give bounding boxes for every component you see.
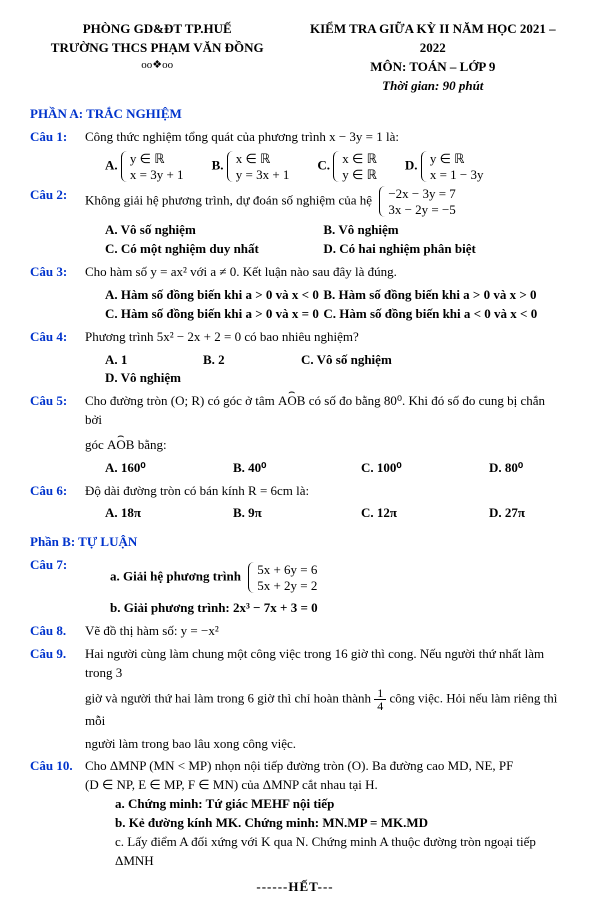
question-7: Câu 7: a. Giải hệ phương trình 5x + 6y =… [30,556,560,618]
q9-label: Câu 9. [30,645,85,664]
section-a-title: PHẦN A: TRẮC NGHIỆM [30,105,560,124]
q1-label: Câu 1: [30,128,85,147]
q4-text: Phương trình 5x² − 2x + 2 = 0 có bao nhi… [85,329,359,344]
q3-text: Cho hàm số y = ax² với a ≠ 0. Kết luận n… [85,264,397,279]
q7-b: b. Giải phương trình: 2x³ − 7x + 3 = 0 [85,599,560,618]
q3-label: Câu 3: [30,263,85,282]
q5-text-a: Cho đường tròn (O; R) có góc ở tâm [85,393,278,408]
q1-text: Công thức nghiệm tổng quát của phương tr… [85,129,399,144]
q4-choice-c: C. Vô số nghiệm [301,351,451,370]
ornament: oo❖oo [30,58,284,74]
arc-aob-2: AOB [107,436,134,455]
q10-c: c. Lấy điểm A đối xứng với K qua N. Chứn… [30,833,560,871]
header-right: KIỂM TRA GIỮA KỲ II NĂM HỌC 2021 – 2022 … [306,20,560,95]
q5-choice-d: D. 80⁰ [489,459,523,478]
q6-label: Câu 6: [30,482,85,501]
q7-label: Câu 7: [30,556,85,575]
org-line: PHÒNG GD&ĐT TP.HUẾ [30,20,284,39]
q4-choice-a: A. 1 [105,351,175,370]
q9-l2a: giờ và người thứ hai làm trong 6 giờ thì… [85,690,374,705]
q2-text: Không giải hệ phương trình, dự đoán số n… [85,193,372,208]
q2-choice-d: D. Có hai nghiệm phân biệt [323,240,541,259]
q5-choice-b: B. 40⁰ [233,459,333,478]
q6-choice-d: D. 27π [489,504,525,523]
q10-l2: (D ∈ NP, E ∈ MP, F ∈ MN) của ΔMNP cắt nh… [30,776,560,795]
q5-choices: A. 160⁰ B. 40⁰ C. 100⁰ D. 80⁰ [85,459,560,478]
q2-choice-c: C. Có một nghiệm duy nhất [105,240,323,259]
subject-line: MÔN: TOÁN – LỚP 9 [306,58,560,77]
question-6: Câu 6: Độ dài đường tròn có bán kính R =… [30,482,560,524]
q3-choice-b: B. Hàm số đồng biến khi a > 0 và x > 0 [323,286,541,305]
q1-choice-d: D. y ∈ ℝx = 1 − 3y [405,151,484,182]
q6-choice-c: C. 12π [361,504,461,523]
arc-aob-1: AOB [278,392,305,411]
q9-l1: Hai người cùng làm chung một công việc t… [85,645,560,683]
q6-choice-a: A. 18π [105,504,205,523]
q1-choices: A. y ∈ ℝx = 3y + 1 B. x ∈ ℝy = 3x + 1 C.… [85,151,560,182]
q2-choice-b: B. Vô nghiệm [323,221,541,240]
q5-choice-a: A. 160⁰ [105,459,205,478]
question-3: Câu 3: Cho hàm số y = ax² với a ≠ 0. Kết… [30,263,560,324]
duration-line: Thời gian: 90 phút [306,77,560,96]
question-8: Câu 8. Vẽ đồ thị hàm số: y = −x² [30,622,560,641]
q6-choice-b: B. 9π [233,504,333,523]
footer-end: ------HẾT--- [30,878,560,897]
q6-choices: A. 18π B. 9π C. 12π D. 27π [85,504,560,523]
question-2: Câu 2: Không giải hệ phương trình, dự đo… [30,186,560,259]
q3-choice-a: A. Hàm số đồng biến khi a > 0 và x < 0 [105,286,323,305]
q5-label: Câu 5: [30,392,85,411]
q4-choice-d: D. Vô nghiệm [105,369,181,388]
question-9: Câu 9. Hai người cùng làm chung một công… [30,645,560,753]
q10-label: Câu 10. [30,757,85,776]
q7-a: a. Giải hệ phương trình [110,569,241,584]
q1-choice-c: C. x ∈ ℝy ∈ ℝ [317,151,377,182]
q10-a: a. Chứng minh: Tứ giác MEHF nội tiếp [30,795,560,814]
q6-text: Độ dài đường tròn có bán kính R = 6cm là… [85,483,309,498]
section-b-title: Phần B: TỰ LUẬN [30,533,560,552]
q5-text-d: bằng: [138,437,167,452]
question-5: Câu 5: Cho đường tròn (O; R) có góc ở tâ… [30,392,560,477]
q3-choice-c: C. Hàm số đồng biến khi a > 0 và x = 0 [105,305,323,324]
q5-choice-c: C. 100⁰ [361,459,461,478]
q10-l1: Cho ΔMNP (MN < MP) nhọn nội tiếp đường t… [85,757,560,776]
q9-l3: người làm trong bao lâu xong công việc. [85,735,560,754]
q4-choices: A. 1 B. 2 C. Vô số nghiệm D. Vô nghiệm [85,351,560,389]
q2-choices: A. Vô số nghiệm B. Vô nghiệm C. Có một n… [85,221,560,259]
q10-b: b. Kẻ đường kính MK. Chứng minh: MN.MP =… [30,814,560,833]
fraction-1-4: 14 [374,687,386,712]
q8-text: Vẽ đồ thị hàm số: y = −x² [85,622,560,641]
question-1: Câu 1: Công thức nghiệm tổng quát của ph… [30,128,560,182]
q2-label: Câu 2: [30,186,85,205]
exam-title: KIỂM TRA GIỮA KỲ II NĂM HỌC 2021 – 2022 [306,20,560,58]
q1-choice-b: B. x ∈ ℝy = 3x + 1 [212,151,290,182]
q4-label: Câu 4: [30,328,85,347]
question-4: Câu 4: Phương trình 5x² − 2x + 2 = 0 có … [30,328,560,389]
header-left: PHÒNG GD&ĐT TP.HUẾ TRƯỜNG THCS PHẠM VĂN … [30,20,284,95]
q5-text-c: góc [85,437,107,452]
q1-choice-a: A. y ∈ ℝx = 3y + 1 [105,151,184,182]
header: PHÒNG GD&ĐT TP.HUẾ TRƯỜNG THCS PHẠM VĂN … [30,20,560,95]
q3-choice-d: C. Hàm số đồng biến khi a < 0 và x < 0 [323,305,541,324]
q8-label: Câu 8. [30,622,85,641]
q4-choice-b: B. 2 [203,351,273,370]
q3-choices: A. Hàm số đồng biến khi a > 0 và x < 0 B… [85,286,560,324]
question-10: Câu 10. Cho ΔMNP (MN < MP) nhọn nội tiếp… [30,757,560,776]
school-line: TRƯỜNG THCS PHẠM VĂN ĐỒNG [30,39,284,58]
q2-choice-a: A. Vô số nghiệm [105,221,323,240]
